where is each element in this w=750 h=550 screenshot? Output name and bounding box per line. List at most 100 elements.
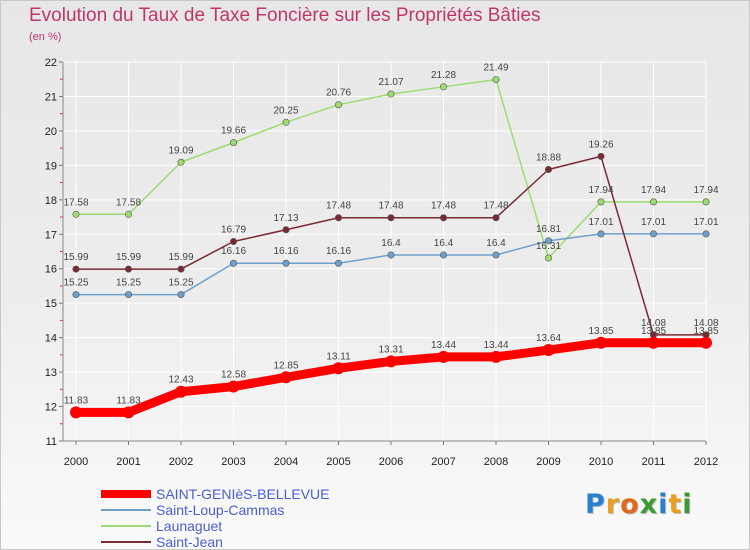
data-point <box>647 336 660 349</box>
data-point <box>649 198 657 206</box>
data-label: 17.94 <box>693 185 718 196</box>
data-label: 16.31 <box>536 241 561 252</box>
data-label: 19.66 <box>221 126 246 137</box>
data-label: 17.58 <box>63 197 88 208</box>
data-point <box>177 291 185 299</box>
y-tick-label: 13 <box>45 367 57 379</box>
x-tick-label: 2012 <box>694 456 718 468</box>
legend-swatch <box>101 541 151 543</box>
legend-label: Launaguet <box>156 518 223 534</box>
line-chart: 11 12 13 14 15 16 17 18 19 20 21 22 2000 2001 2002 2003… <box>45 57 719 468</box>
data-label: 16.4 <box>434 238 454 249</box>
y-tick-label: 15 <box>45 298 57 310</box>
x-tick-label: 2009 <box>536 456 560 468</box>
y-tick-label: 12 <box>45 402 57 414</box>
x-tick-label: 2001 <box>116 456 140 468</box>
brand-letter: i <box>658 489 669 520</box>
data-point <box>332 362 345 375</box>
data-point <box>439 83 447 91</box>
data-label: 16.16 <box>273 246 298 257</box>
data-label: 21.07 <box>378 77 403 88</box>
x-tick-label: 2008 <box>484 456 508 468</box>
data-point <box>230 238 238 246</box>
data-label: 17.01 <box>588 217 613 228</box>
data-point <box>227 380 240 393</box>
data-point <box>125 210 133 218</box>
data-point <box>282 226 290 234</box>
legend-swatch <box>101 490 151 498</box>
y-tick-label: 18 <box>45 195 57 207</box>
brand-letter: o <box>620 489 640 520</box>
data-point <box>649 230 657 238</box>
data-label: 17.48 <box>431 201 456 212</box>
data-label: 15.25 <box>63 278 88 289</box>
brand-letter: i <box>682 489 693 520</box>
data-point <box>437 350 450 363</box>
data-point <box>387 90 395 98</box>
data-point <box>280 371 292 384</box>
data-label: 15.25 <box>168 278 193 289</box>
x-tick-label: 2005 <box>326 456 350 468</box>
data-point <box>544 237 552 245</box>
data-label: 21.49 <box>483 63 508 74</box>
data-point <box>122 406 135 419</box>
y-tick-label: 11 <box>46 436 57 448</box>
data-point <box>282 118 290 126</box>
data-point <box>597 230 605 238</box>
data-label: 16.81 <box>536 224 561 235</box>
data-point <box>72 265 80 273</box>
legend-label: Saint-Jean <box>156 534 223 550</box>
data-label: 14.08 <box>693 318 718 329</box>
data-label: 15.99 <box>116 252 141 263</box>
data-point <box>702 230 710 238</box>
data-label: 20.25 <box>273 105 298 116</box>
data-label: 13.11 <box>326 351 351 362</box>
brand-letter: r <box>605 489 621 520</box>
x-tick-label: 2002 <box>169 456 193 468</box>
data-labels: 11.83 11.83 12.43 12.58 12.85 13.11 13.31 13.44… <box>63 63 718 407</box>
y-tick-label: 20 <box>45 126 57 138</box>
x-tick-label: 2006 <box>379 456 403 468</box>
data-point <box>125 265 133 273</box>
brand-letter: t <box>668 489 683 520</box>
data-label: 16.4 <box>486 238 506 249</box>
series-group <box>70 76 712 419</box>
data-point <box>702 198 710 206</box>
data-point <box>492 214 500 222</box>
x-tick-label: 2011 <box>642 456 666 468</box>
series-2 <box>72 76 710 262</box>
data-point <box>177 265 185 273</box>
series-3 <box>72 152 710 339</box>
data-point <box>72 291 80 299</box>
data-label: 13.44 <box>483 340 508 351</box>
data-label: 17.01 <box>641 217 666 228</box>
data-label: 16.16 <box>326 246 351 257</box>
data-label: 15.99 <box>63 252 88 263</box>
data-point <box>72 210 80 218</box>
data-point <box>282 259 290 267</box>
data-label: 14.08 <box>641 318 666 329</box>
data-label: 13.64 <box>536 333 561 344</box>
data-label: 11.83 <box>64 395 89 406</box>
data-point <box>387 214 395 222</box>
brand-letter: P <box>585 489 606 520</box>
data-label: 17.48 <box>326 201 351 212</box>
data-label: 20.76 <box>326 88 351 99</box>
data-point <box>492 76 500 84</box>
data-point <box>542 344 555 357</box>
y-tick-label: 19 <box>45 160 57 172</box>
data-point <box>492 251 500 259</box>
data-point <box>595 336 607 349</box>
data-point <box>700 336 712 349</box>
data-label: 19.26 <box>588 139 613 150</box>
data-label: 12.43 <box>168 375 193 386</box>
data-point <box>230 139 238 147</box>
x-tick-label: 2003 <box>221 456 245 468</box>
data-label: 21.28 <box>431 70 456 81</box>
data-label: 12.85 <box>273 360 298 371</box>
series-1 <box>72 230 710 299</box>
y-tick-label: 16 <box>45 264 57 276</box>
data-label: 17.01 <box>693 217 718 228</box>
data-label: 19.09 <box>168 145 193 156</box>
data-label: 17.13 <box>273 213 298 224</box>
